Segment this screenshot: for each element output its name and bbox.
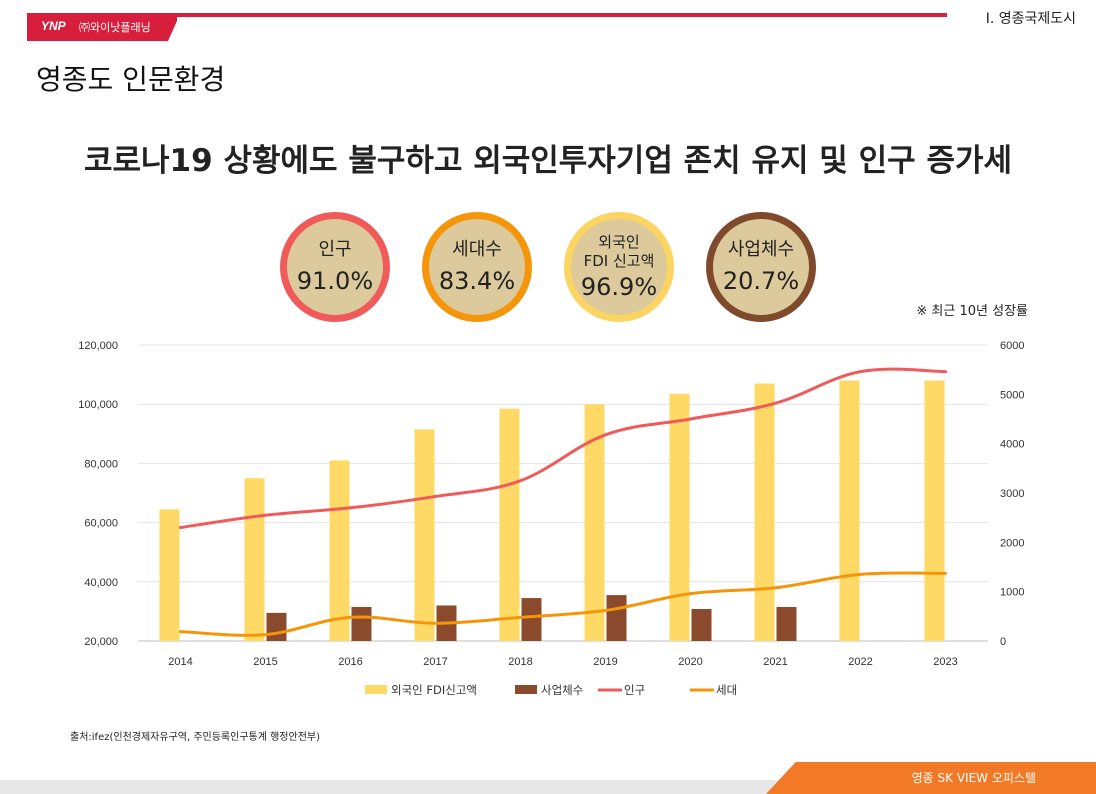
stat-circle-fdi: 외국인 FDI 신고액 96.9% — [564, 212, 674, 322]
stat-value: 96.9% — [580, 273, 658, 301]
bar-fdi — [499, 408, 520, 641]
stat-label: 인구 — [318, 239, 352, 260]
bar-fdi — [839, 380, 860, 641]
footer: 영종 SK VIEW 오피스텔 — [0, 762, 1096, 794]
right-tick-label: 5000 — [1000, 389, 1024, 401]
bar-fdi — [244, 478, 265, 641]
x-tick-label: 2020 — [678, 656, 702, 668]
line-population — [179, 367, 947, 530]
left-tick-label: 120,000 — [78, 340, 118, 352]
left-tick-label: 20,000 — [84, 636, 118, 648]
bar-businesses — [691, 609, 712, 641]
section-label: Ⅰ. 영종국제도시 — [985, 11, 1076, 27]
stat-label: 세대수 — [452, 239, 502, 260]
left-tick-label: 80,000 — [84, 458, 118, 470]
stat-value: 20.7% — [722, 267, 800, 295]
bar-businesses — [351, 606, 372, 641]
bar-businesses — [776, 606, 797, 641]
stat-label-line: 외국인 — [598, 233, 640, 251]
stat-label-line: FDI 신고액 — [583, 252, 655, 270]
company-logo: YNP ㈜와이낫플래닝 — [27, 13, 177, 41]
bar-fdi — [669, 393, 690, 641]
legend-label: 세대 — [716, 683, 737, 697]
right-tick-label: 0 — [1000, 636, 1006, 648]
stat-value: 91.0% — [296, 267, 374, 295]
line-households — [179, 571, 947, 637]
x-tick-label: 2017 — [423, 656, 447, 668]
bar-fdi — [924, 380, 945, 641]
right-tick-label: 3000 — [1000, 488, 1024, 500]
source-note: 출처:ifez(인천경제자유구역, 주민등록인구통계 행정안전부) — [70, 732, 321, 743]
stat-label: 외국인 FDI 신고액 — [584, 233, 655, 271]
header-rule — [167, 13, 947, 17]
stat-circle-population: 인구 91.0% — [280, 212, 390, 322]
x-tick-label: 2022 — [848, 656, 872, 668]
right-tick-label: 4000 — [1000, 439, 1024, 451]
stat-circle-businesses: 사업체수 20.7% — [706, 212, 816, 322]
top-bar: YNP ㈜와이낫플래닝 — [27, 13, 947, 41]
left-tick-label: 60,000 — [84, 518, 118, 530]
right-tick-label: 1000 — [1000, 587, 1024, 599]
bar-fdi — [159, 509, 180, 641]
right-tick-label: 6000 — [1000, 340, 1024, 352]
stat-label: 사업체수 — [727, 239, 795, 260]
footer-accent — [766, 762, 1096, 794]
bar-businesses — [606, 595, 627, 641]
legend-swatch — [515, 685, 537, 694]
page-title: 영종도 인문환경 — [36, 63, 226, 96]
x-tick-label: 2018 — [508, 656, 532, 668]
bar-fdi — [329, 460, 350, 641]
legend-label: 인구 — [624, 683, 645, 697]
left-tick-label: 40,000 — [84, 577, 118, 589]
legend-label: 외국인 FDI신고액 — [391, 683, 477, 697]
footer-label: 영종 SK VIEW 오피스텔 — [911, 771, 1036, 785]
stat-circle-households: 세대수 83.4% — [422, 212, 532, 322]
x-tick-label: 2015 — [253, 656, 277, 668]
legend-label: 사업체수 — [541, 683, 583, 697]
bar-businesses — [521, 598, 542, 641]
headline: 코로나19 상황에도 불구하고 외국인투자기업 존치 유지 및 인구 증가세 — [83, 143, 1013, 179]
right-tick-label: 2000 — [1000, 537, 1024, 549]
bar-fdi — [414, 429, 435, 641]
x-tick-label: 2014 — [168, 656, 192, 668]
growth-note: ※ 최근 10년 성장률 — [916, 304, 1028, 319]
bar-businesses — [266, 612, 287, 641]
x-tick-label: 2021 — [763, 656, 787, 668]
logo-brand: YNP — [41, 19, 66, 33]
x-tick-label: 2023 — [933, 656, 957, 668]
x-tick-label: 2016 — [338, 656, 362, 668]
left-tick-label: 100,000 — [78, 399, 118, 411]
bar-fdi — [584, 404, 605, 641]
x-tick-label: 2019 — [593, 656, 617, 668]
legend-swatch — [365, 685, 387, 694]
logo-company: ㈜와이낫플래닝 — [79, 21, 151, 34]
stat-value: 83.4% — [438, 267, 516, 295]
bar-fdi — [754, 383, 775, 641]
